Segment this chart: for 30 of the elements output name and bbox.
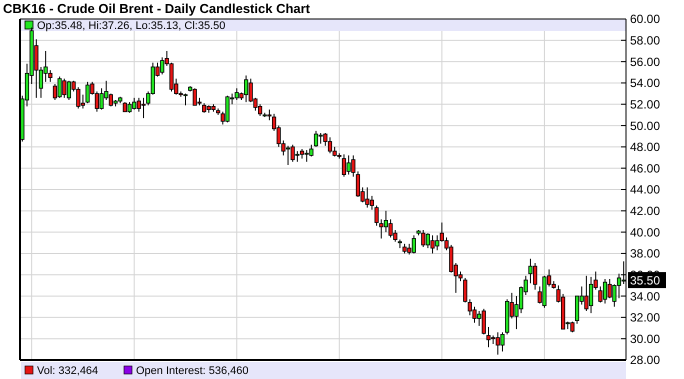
annotation: 35.50 bbox=[630, 273, 660, 288]
candlestick bbox=[528, 258, 533, 284]
y-tick-label: 52.00 bbox=[630, 97, 660, 112]
y-tick-label: 56.00 bbox=[630, 54, 660, 69]
y-tick-label: 58.00 bbox=[630, 34, 660, 48]
y-tick-label: 44.00 bbox=[630, 182, 660, 197]
y-tick-label: 38.00 bbox=[630, 246, 660, 261]
text: Open Interest: 536,460 bbox=[136, 365, 249, 377]
y-tick-label: 60.00 bbox=[630, 12, 660, 26]
y-tick-label: 28.00 bbox=[630, 353, 660, 368]
candlestick bbox=[472, 306, 477, 324]
y-tick-label: 48.00 bbox=[630, 140, 660, 154]
y-tick-label: 32.00 bbox=[630, 310, 660, 325]
candlestick bbox=[486, 326, 491, 348]
candlestick bbox=[314, 130, 318, 148]
y-tick-label: 46.00 bbox=[630, 161, 660, 176]
text: Vol: 332,464 bbox=[37, 365, 98, 377]
candlestick bbox=[374, 204, 379, 226]
y-tick-label: 34.00 bbox=[630, 289, 660, 304]
y-tick-label: 42.00 bbox=[630, 204, 660, 218]
y-tick-label: 30.00 bbox=[630, 332, 660, 346]
chart-title: CBK16 - Crude Oil Brent - Daily Candlestick Chart bbox=[3, 1, 311, 16]
candlestick bbox=[463, 277, 468, 303]
candlestick bbox=[328, 136, 332, 154]
candlestick bbox=[356, 170, 360, 198]
y-tick-label: 50.00 bbox=[630, 118, 660, 133]
candlestick bbox=[342, 154, 346, 178]
y-tick-label: 54.00 bbox=[630, 76, 660, 90]
y-tick-label: 40.00 bbox=[630, 225, 660, 240]
annotation: Op:35.48, Hi:37.26, Lo:35.13, Cl:35.50 bbox=[37, 20, 226, 32]
